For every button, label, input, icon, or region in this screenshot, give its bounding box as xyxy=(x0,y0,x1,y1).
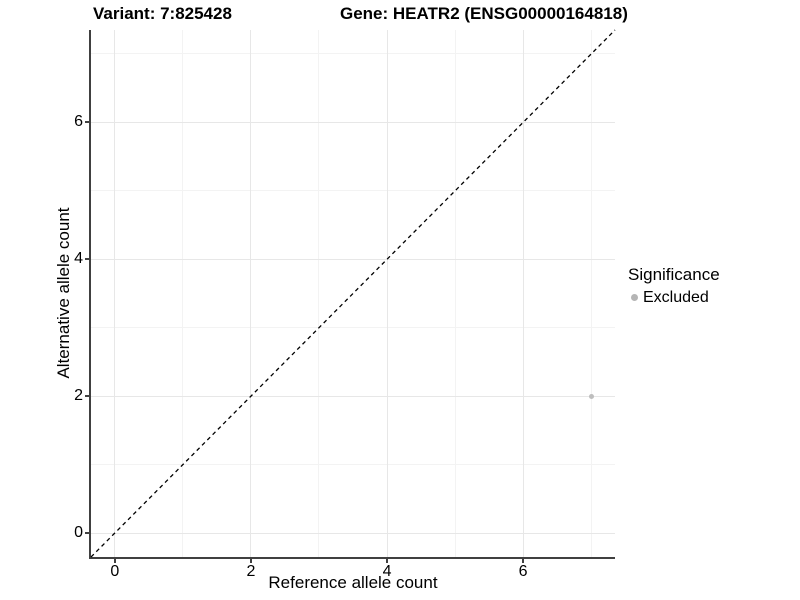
minor-gridline-x xyxy=(590,30,592,557)
y-tick-label: 2 xyxy=(74,387,83,405)
x-tick-mark xyxy=(249,559,252,563)
minor-gridline-y xyxy=(91,327,615,329)
major-gridline-x xyxy=(522,30,524,557)
minor-gridline-x xyxy=(454,30,456,557)
minor-gridline-x xyxy=(182,30,184,557)
minor-gridline-y xyxy=(91,53,615,55)
legend: Significance Excluded xyxy=(628,264,720,307)
legend-entries: Excluded xyxy=(628,288,720,307)
major-gridline-x xyxy=(386,30,388,557)
major-gridline-y xyxy=(91,395,615,397)
legend-point-icon xyxy=(631,294,638,301)
legend-entry: Excluded xyxy=(628,288,720,307)
plot-title-variant: Variant: 7:825428 xyxy=(93,4,232,23)
y-tick-mark xyxy=(85,258,89,261)
data-point xyxy=(588,393,594,399)
x-tick-mark xyxy=(113,559,116,563)
major-gridline-y xyxy=(91,532,615,534)
major-gridline-x xyxy=(114,30,116,557)
x-tick-mark xyxy=(522,559,525,563)
plot-panel xyxy=(89,29,616,559)
x-tick-label: 6 xyxy=(518,563,528,580)
identity-reference-line xyxy=(90,29,616,558)
x-tick-label: 2 xyxy=(246,563,256,580)
x-tick-label: 4 xyxy=(382,563,392,580)
x-axis-title: Reference allele count xyxy=(268,573,438,592)
major-gridline-y xyxy=(91,121,615,123)
legend-entry-label: Excluded xyxy=(643,289,709,306)
minor-gridline-y xyxy=(91,190,615,192)
y-axis-title: Alternative allele count xyxy=(54,207,73,379)
y-tick-label: 4 xyxy=(74,250,83,268)
minor-gridline-x xyxy=(318,30,320,557)
y-tick-label: 6 xyxy=(74,113,83,131)
legend-title: Significance xyxy=(628,265,720,284)
x-tick-mark xyxy=(386,559,389,563)
minor-gridline-y xyxy=(91,464,615,466)
plot-title-gene: Gene: HEATR2 (ENSG00000164818) xyxy=(340,4,628,23)
y-tick-mark xyxy=(85,532,89,535)
major-gridline-x xyxy=(250,30,252,557)
y-tick-mark xyxy=(85,121,89,124)
y-tick-mark xyxy=(85,395,89,398)
y-tick-label: 0 xyxy=(74,524,83,542)
x-tick-label: 0 xyxy=(110,563,120,580)
major-gridline-y xyxy=(91,258,615,260)
